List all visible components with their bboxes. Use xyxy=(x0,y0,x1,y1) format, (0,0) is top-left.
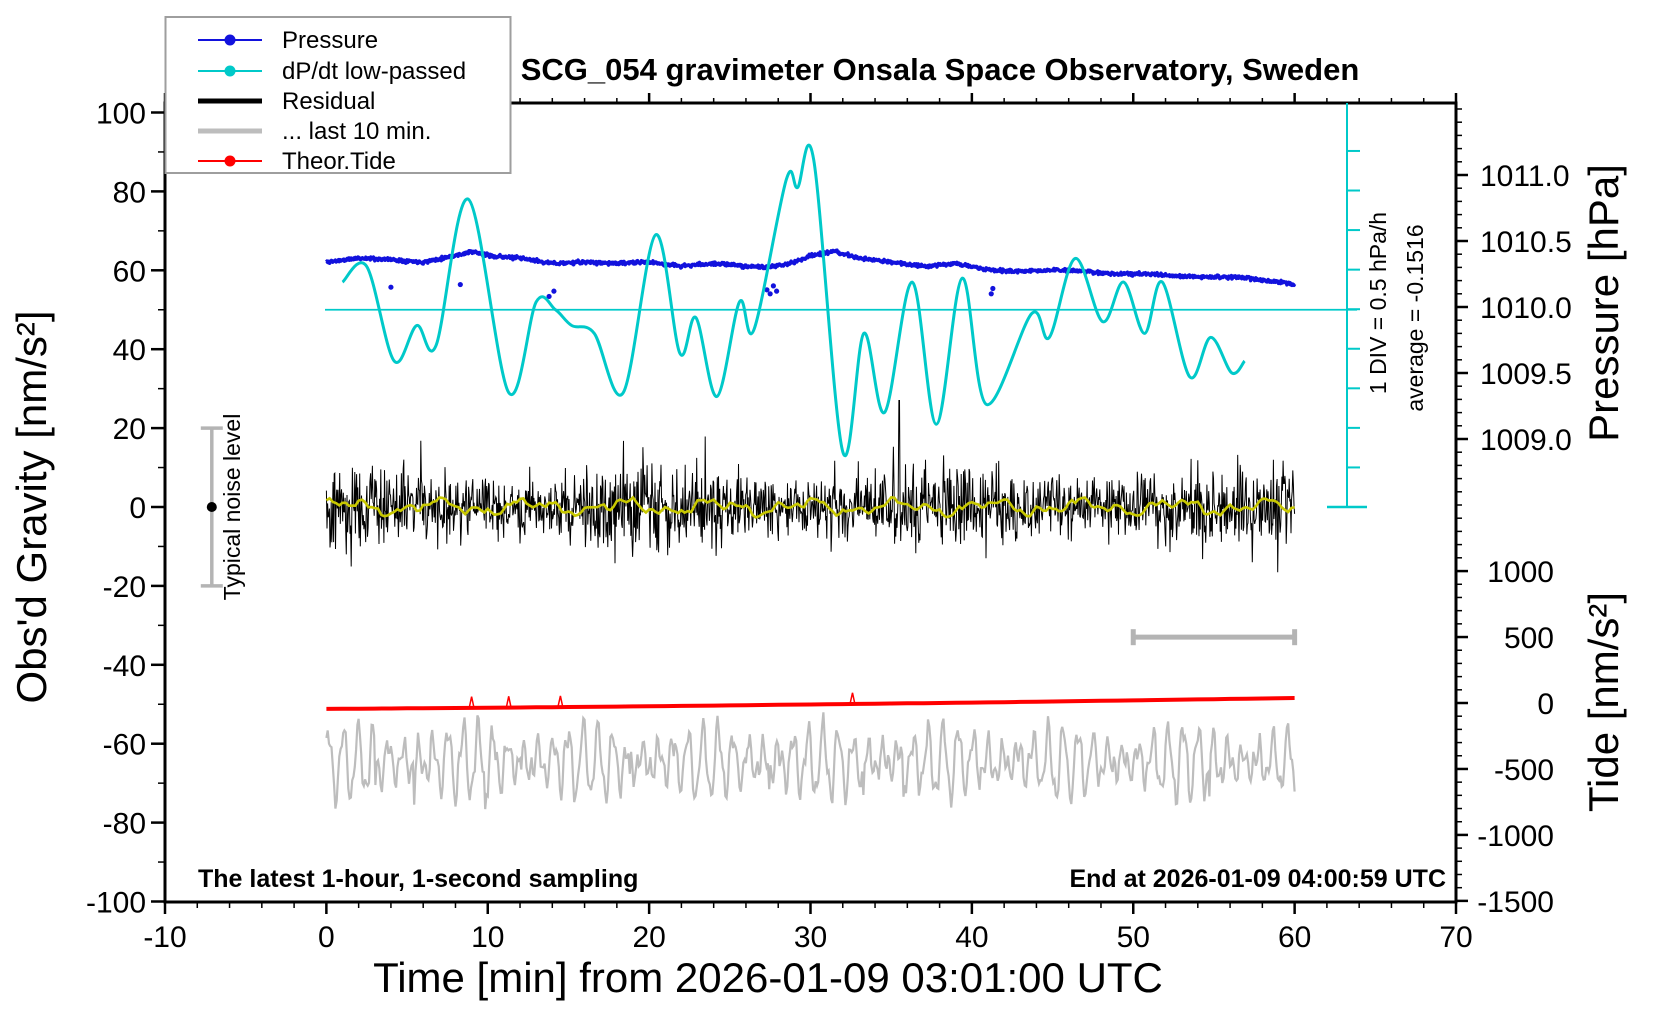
legend-item-label: Residual xyxy=(282,88,375,115)
x-tick-label: 20 xyxy=(632,921,665,954)
tide-spike xyxy=(557,695,564,708)
pressure-outlier-dot xyxy=(551,288,557,294)
pressure-tick-label: 1010.0 xyxy=(1480,292,1572,325)
pressure-axis-label: Pressure [hPa] xyxy=(1580,164,1627,442)
legend-item-label: dP/dt low-passed xyxy=(282,58,466,85)
legend: Pressure dP/dt low-passed Residual ... last… xyxy=(164,16,512,175)
tide-tick-label: 0 xyxy=(1537,688,1554,721)
pressure-tick-label: 1011.0 xyxy=(1480,160,1570,193)
pressure-outlier-dot xyxy=(764,287,770,293)
pressure-tick-label: 1009.5 xyxy=(1480,358,1572,391)
series-residual xyxy=(325,400,1296,573)
x-tick-label: 40 xyxy=(955,921,988,954)
legend-swatch-dot xyxy=(224,155,236,167)
pressure-outlier-dot xyxy=(767,291,773,297)
gravity-tick-label: -100 xyxy=(86,887,146,920)
typical-noise-level-label: Typical noise level xyxy=(219,414,245,601)
x-tick-label: 0 xyxy=(318,921,335,954)
noise-error-bar-dot xyxy=(206,502,217,512)
legend-item-label: ... last 10 min. xyxy=(282,118,431,145)
series-dpdt-lowpassed xyxy=(341,143,1246,458)
left-axis-label: Obs'd Gravity [nm/s²] xyxy=(8,310,55,703)
pressure-tick-label: 1010.5 xyxy=(1480,226,1572,259)
x-tick-label: -10 xyxy=(143,921,186,954)
gravity-tick-label: -80 xyxy=(103,808,146,841)
pressure-outlier-dot xyxy=(546,293,552,300)
sampling-note: The latest 1-hour, 1-second sampling xyxy=(198,865,638,893)
average-annotation: average = -0.1516 xyxy=(1402,224,1428,411)
tide-tick-label: 500 xyxy=(1504,622,1554,655)
series-layer xyxy=(200,103,1367,810)
chart-title: SCG_054 gravimeter Onsala Space Observat… xyxy=(521,52,1360,87)
x-tick-label: 60 xyxy=(1278,921,1311,954)
tide-spike xyxy=(505,696,512,708)
axes-layer: -10 0 10 20 30 40 50 60 70100806040200-20-40-60-… xyxy=(86,93,1572,954)
pressure-outlier-dot xyxy=(388,284,394,290)
series-pressure xyxy=(325,248,1297,288)
pressure-tick-label: 1009.0 xyxy=(1480,424,1572,457)
gravity-tick-label: 20 xyxy=(113,413,146,446)
tide-spike xyxy=(849,692,856,705)
gravity-tick-label: 40 xyxy=(113,334,146,367)
tide-tick-label: -1500 xyxy=(1477,886,1554,919)
tide-axis-label: Tide [nm/s²] xyxy=(1580,592,1627,812)
legend-swatch-dot xyxy=(224,34,236,46)
pressure-outlier-dot xyxy=(990,285,996,292)
series-last10min xyxy=(325,712,1296,810)
gravity-tick-label: 100 xyxy=(96,98,146,131)
gravity-tick-label: -60 xyxy=(103,729,146,762)
pressure-outlier-dot xyxy=(457,281,463,288)
gravity-tick-label: 60 xyxy=(113,255,146,288)
tide-tick-label: -500 xyxy=(1494,754,1554,787)
gravity-tick-label: -20 xyxy=(103,571,146,604)
legend-box xyxy=(164,16,512,174)
gravity-tick-label: 80 xyxy=(113,176,146,209)
tide-tick-label: 1000 xyxy=(1487,556,1554,589)
x-tick-label: 30 xyxy=(794,921,827,954)
legend-item-label: Theor.Tide xyxy=(282,148,396,175)
end-time-note: End at 2026-01-09 04:00:59 UTC xyxy=(1069,865,1446,893)
gravity-tick-label: 0 xyxy=(129,492,146,525)
legend-swatch-dot xyxy=(224,65,236,77)
tide-tick-label: -1000 xyxy=(1477,820,1554,853)
pressure-outlier-dot xyxy=(774,288,780,294)
x-tick-label: 50 xyxy=(1117,921,1150,954)
gravity-tick-label: -40 xyxy=(103,650,146,683)
legend-item-label: Pressure xyxy=(282,27,378,54)
pressure-outlier-dot xyxy=(770,283,776,289)
tide-spike xyxy=(468,696,475,709)
div-scale-annotation: 1 DIV = 0.5 hPa/h xyxy=(1365,212,1391,394)
pressure-outlier-dot xyxy=(988,291,994,297)
x-tick-label: 70 xyxy=(1439,921,1472,954)
series-residual-smoothed xyxy=(325,495,1295,519)
series-theor-tide xyxy=(326,696,1295,711)
x-axis-label: Time [min] from 2026-01-09 03:01:00 UTC xyxy=(373,954,1163,1001)
x-tick-label: 10 xyxy=(471,921,504,954)
